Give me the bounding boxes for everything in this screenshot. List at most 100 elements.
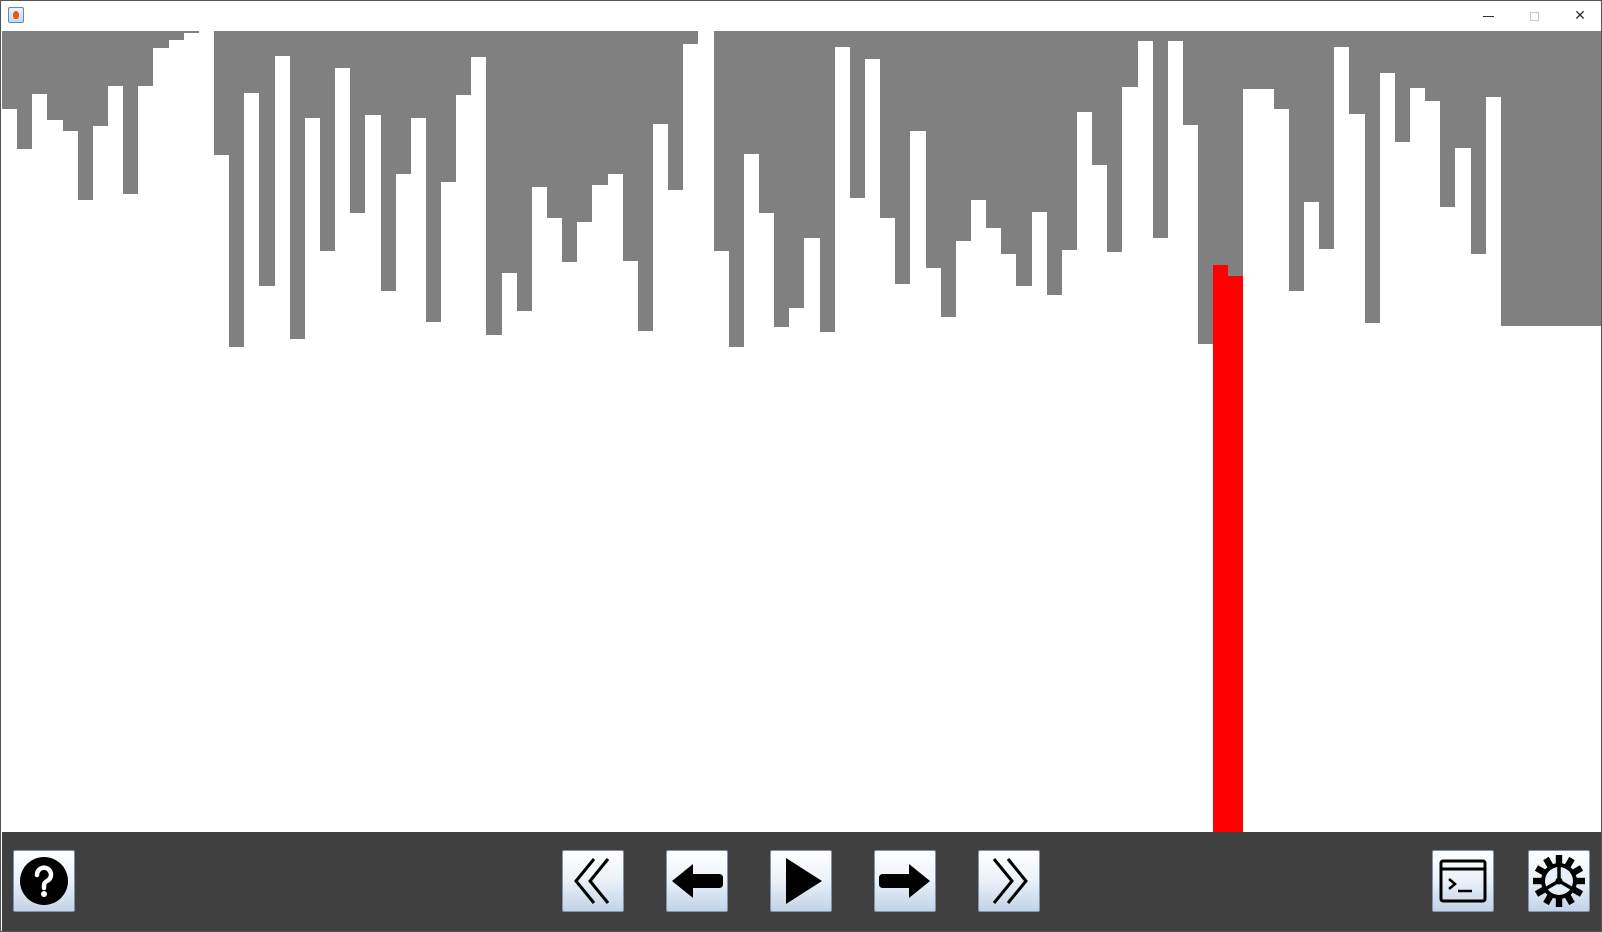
step-back-button[interactable] [666, 850, 728, 912]
highlighted-bar [1213, 265, 1228, 832]
arrow-right-icon [879, 864, 930, 898]
data-bar [93, 31, 108, 126]
data-bar [169, 31, 184, 40]
double-chevron-left-icon [574, 858, 610, 904]
terminal-icon [1439, 859, 1487, 903]
data-bar [895, 31, 910, 284]
data-bar [1274, 31, 1289, 109]
maximize-icon [1529, 11, 1539, 21]
data-bar [1047, 31, 1062, 295]
data-bar [108, 31, 123, 86]
data-bar [683, 31, 698, 44]
help-button[interactable] [13, 850, 75, 912]
data-bar [486, 31, 502, 335]
data-bar [320, 31, 335, 251]
minimize-button[interactable] [1465, 1, 1511, 31]
play-icon [786, 858, 822, 904]
data-bar [653, 31, 668, 124]
data-bar [305, 31, 320, 118]
data-bar [396, 31, 411, 174]
data-bar [774, 31, 789, 327]
data-bar [78, 31, 93, 200]
data-bar [365, 31, 381, 115]
data-bar [880, 31, 895, 218]
data-bar [1122, 31, 1138, 87]
data-bar [608, 31, 623, 174]
data-bar [1092, 31, 1107, 165]
data-bar [335, 31, 350, 68]
step-forward-button[interactable] [874, 850, 936, 912]
data-bar [259, 31, 275, 286]
data-bar [214, 31, 229, 155]
data-bar [1440, 31, 1455, 207]
data-bar [592, 31, 608, 185]
data-bar [229, 31, 244, 347]
data-bar [290, 31, 305, 339]
data-bar [1501, 31, 1601, 326]
data-bar [32, 31, 47, 94]
data-bar [577, 31, 592, 222]
maximize-button[interactable] [1511, 1, 1557, 31]
data-bar [638, 31, 653, 331]
data-bar [441, 31, 456, 182]
minimize-icon [1482, 15, 1494, 17]
data-bar [275, 31, 290, 56]
settings-button[interactable] [1528, 850, 1590, 912]
close-icon: ✕ [1574, 8, 1586, 24]
data-bar [502, 31, 517, 273]
data-bar [1168, 31, 1183, 41]
data-bar [350, 31, 365, 213]
data-bar [986, 31, 1001, 228]
fast-forward-button[interactable] [978, 850, 1040, 912]
sorting-visualization [2, 31, 1601, 832]
fast-backward-button[interactable] [562, 850, 624, 912]
highlighted-bar [1228, 276, 1243, 832]
data-bar [1334, 31, 1349, 47]
data-bar [941, 31, 956, 317]
data-bar [1183, 31, 1198, 125]
data-bar [426, 31, 441, 322]
data-bar [456, 31, 471, 95]
data-bar [1138, 31, 1153, 41]
data-bar [1077, 31, 1092, 112]
data-bar [1001, 31, 1016, 254]
arrow-left-icon [672, 864, 723, 898]
data-bar [138, 31, 153, 86]
data-bar [1319, 31, 1334, 249]
data-bar [865, 31, 880, 59]
data-bar [1410, 31, 1425, 88]
data-bar [244, 31, 259, 93]
gear-icon [1533, 855, 1585, 907]
data-bar [1259, 31, 1274, 89]
control-toolbar [2, 832, 1601, 931]
help-icon [20, 857, 68, 905]
data-bar [668, 31, 683, 190]
data-bar [729, 31, 744, 347]
data-bar [123, 31, 138, 194]
data-bar [1289, 31, 1304, 291]
data-bar [804, 31, 820, 238]
data-bar [1395, 31, 1410, 142]
close-button[interactable]: ✕ [1557, 1, 1601, 31]
data-bar [1455, 31, 1471, 148]
title-bar[interactable]: ✕ [1, 1, 1601, 31]
data-bar [1380, 31, 1395, 73]
data-bar [744, 31, 759, 154]
data-bar [1016, 31, 1032, 286]
data-bar [2, 31, 17, 109]
data-bar [1198, 31, 1213, 344]
data-bar [532, 31, 547, 187]
data-bar [1032, 31, 1047, 212]
data-bar [1486, 31, 1501, 97]
data-bar [17, 31, 32, 149]
data-bar [381, 31, 396, 291]
play-button[interactable] [770, 850, 832, 912]
data-bar [562, 31, 577, 262]
java-app-icon[interactable] [8, 7, 24, 23]
data-bar [411, 31, 426, 118]
data-bar [47, 31, 63, 120]
console-button[interactable] [1432, 850, 1494, 912]
data-bar [623, 31, 638, 261]
data-bar [517, 31, 532, 311]
